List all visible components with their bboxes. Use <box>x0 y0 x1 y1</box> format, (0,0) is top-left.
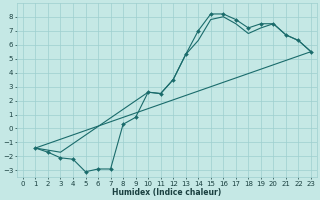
X-axis label: Humidex (Indice chaleur): Humidex (Indice chaleur) <box>112 188 221 197</box>
